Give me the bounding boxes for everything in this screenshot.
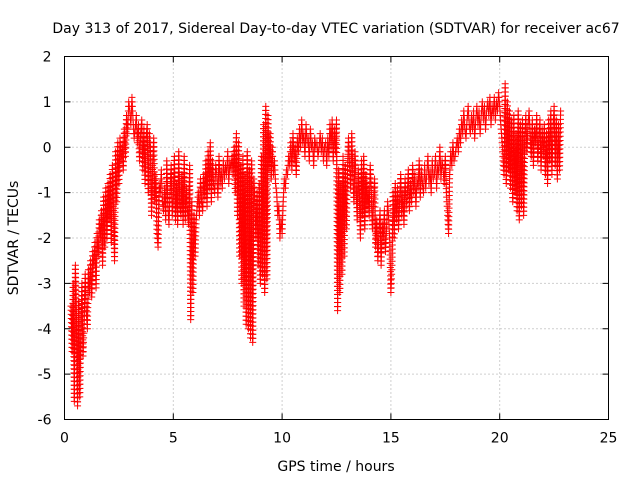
data-point: [450, 157, 458, 165]
y-tick-label: -5: [38, 367, 52, 383]
chart-title: Day 313 of 2017, Sidereal Day-to-day VTE…: [52, 21, 619, 37]
x-tick-label: 25: [600, 431, 618, 447]
y-tick-label: 1: [43, 95, 52, 111]
y-tick-label: -2: [38, 231, 52, 247]
data-series: [67, 80, 565, 410]
x-axis-label: GPS time / hours: [277, 459, 394, 475]
y-tick-label: 2: [43, 50, 52, 66]
y-tick-label: -4: [38, 322, 52, 338]
y-tick-label: -1: [38, 186, 52, 202]
x-tick-label: 20: [491, 431, 509, 447]
data-point: [272, 180, 280, 188]
data-point: [557, 107, 565, 115]
y-tick-label: -3: [38, 276, 52, 292]
x-tick-label: 10: [273, 431, 291, 447]
y-tick-label: -6: [38, 413, 52, 429]
axis-ticks: 0 5 10 15 20 25 -6 -5 -4 -3 -2 -1 0 1 2: [38, 50, 618, 447]
y-tick-label: 0: [43, 140, 52, 156]
data-point: [451, 152, 459, 160]
x-tick-label: 0: [60, 431, 69, 447]
x-tick-label: 5: [169, 431, 178, 447]
x-tick-label: 15: [382, 431, 400, 447]
y-axis-label: SDTVAR / TECUs: [6, 181, 22, 296]
data-point: [272, 184, 280, 192]
